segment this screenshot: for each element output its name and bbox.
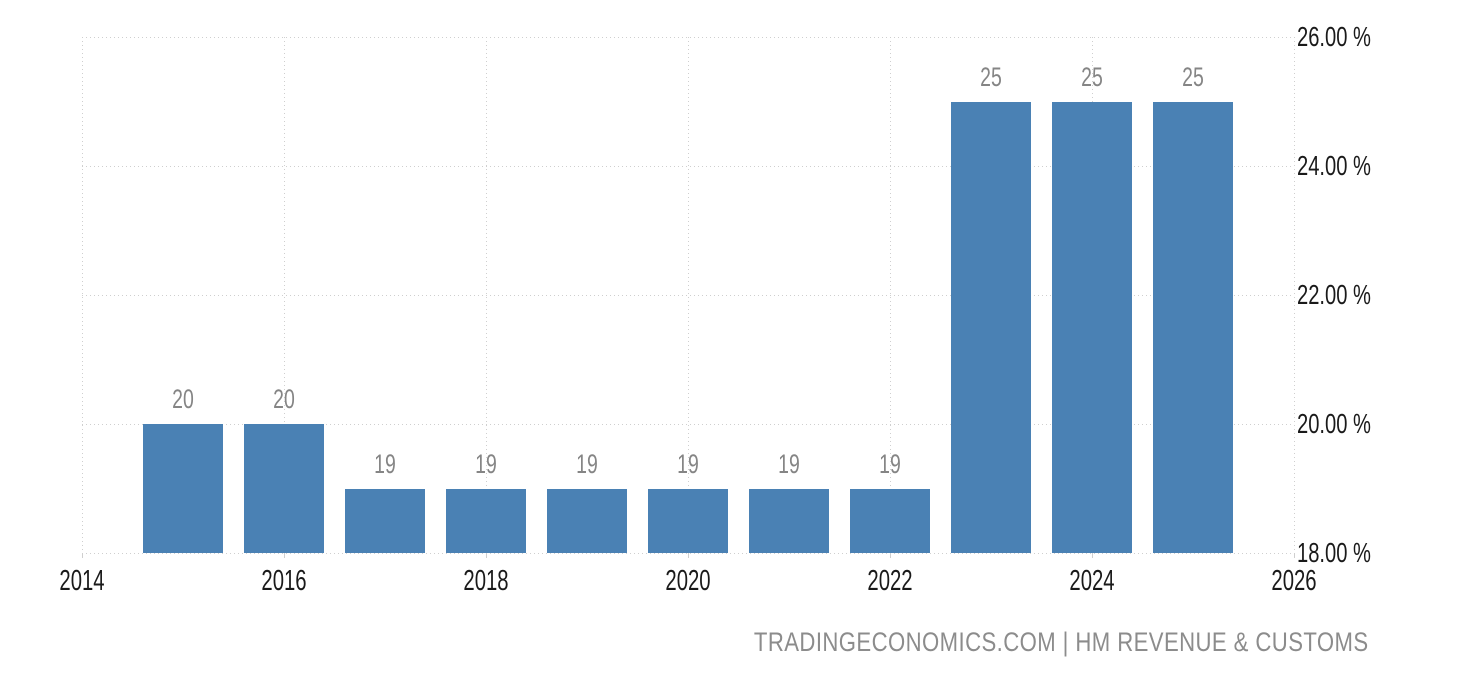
x-axis-tick-label: 2014 <box>59 565 105 597</box>
bar-2020 <box>648 488 728 553</box>
bar-value-label: 25 <box>1182 61 1204 92</box>
x-axis-tick-label: 2024 <box>1069 565 1115 597</box>
gridline-vertical <box>890 37 891 553</box>
y-axis-tick-label: 20.00 % <box>1297 408 1371 439</box>
y-axis-tick-label: 18.00 % <box>1297 537 1371 568</box>
chart-source-attribution: TRADINGECONOMICS.COM | HM REVENUE & CUST… <box>754 627 1369 657</box>
x-axis-tick-label: 2018 <box>463 565 509 597</box>
bar-2022 <box>850 488 930 553</box>
x-tick-mark <box>890 553 891 558</box>
bar-2016 <box>244 424 324 553</box>
bar-2021 <box>749 488 829 553</box>
bar-value-label: 20 <box>273 384 295 414</box>
bar-2024 <box>1052 101 1132 553</box>
bar-value-label: 19 <box>778 448 800 479</box>
x-tick-mark <box>486 553 487 558</box>
bar-2025 <box>1153 101 1233 553</box>
bar-2017 <box>345 488 425 553</box>
bar-value-label: 19 <box>677 448 699 479</box>
bar-2023 <box>951 101 1031 553</box>
x-tick-mark <box>688 553 689 558</box>
bar-value-label: 19 <box>879 448 901 479</box>
y-axis-tick-label: 24.00 % <box>1297 150 1371 181</box>
gridline-vertical <box>284 37 285 553</box>
x-tick-mark <box>284 553 285 558</box>
y-axis-tick-label: 22.00 % <box>1297 279 1371 310</box>
gridline-vertical <box>486 37 487 553</box>
y-axis-tick-label: 26.00 % <box>1297 21 1371 52</box>
bar-2015 <box>143 424 223 553</box>
bar-value-label: 19 <box>475 448 497 479</box>
x-axis-tick-label: 2016 <box>261 565 307 597</box>
x-tick-mark <box>1294 553 1295 558</box>
x-axis-tick-label: 2020 <box>665 565 711 597</box>
gridline-vertical <box>688 37 689 553</box>
bar-value-label: 19 <box>374 448 396 479</box>
x-tick-mark <box>1092 553 1093 558</box>
x-tick-mark <box>82 553 83 558</box>
bar-2018 <box>446 488 526 553</box>
bar-value-label: 19 <box>576 448 598 479</box>
bar-value-label: 25 <box>980 61 1002 92</box>
bar-value-label: 25 <box>1081 61 1103 92</box>
x-axis-tick-label: 2026 <box>1271 565 1317 597</box>
bar-value-label: 20 <box>172 384 194 414</box>
gridline-vertical <box>82 37 83 553</box>
bar-2019 <box>547 488 627 553</box>
gridline-vertical <box>1294 37 1295 553</box>
x-axis-tick-label: 2022 <box>867 565 913 597</box>
